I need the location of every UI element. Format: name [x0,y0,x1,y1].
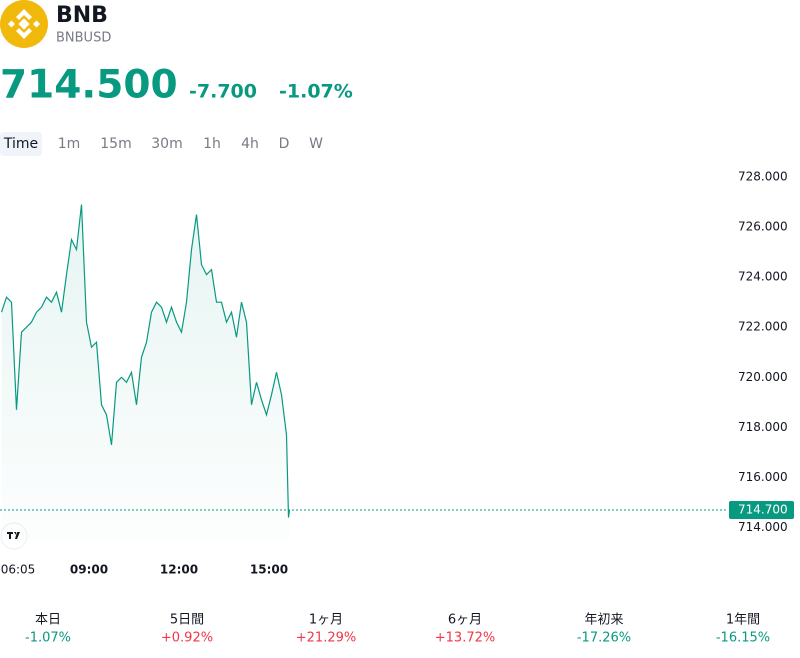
timeframe-button[interactable]: 4h [241,136,259,152]
ticker: BNBUSD [56,31,111,46]
period-name: 1ヶ月 [309,613,343,628]
change: -7.700 [189,81,257,103]
timeframe-button[interactable]: 15m [100,136,131,152]
y-tick-label: 714.000 [738,520,788,534]
symbol: BNB [56,3,108,28]
period-name: 5日間 [170,613,204,628]
x-tick-label: 15:00 [250,563,288,577]
x-tick-label: 09:00 [70,563,108,577]
period-name: 1年間 [726,613,760,628]
logo [0,0,48,48]
x-tick-label: 06:05 [1,563,36,577]
period-name: 本日 [35,613,61,628]
period-change: -1.07% [25,631,71,646]
timeframe-selected [0,132,42,156]
period-change: -16.15% [716,631,770,646]
timeframe-button[interactable]: 30m [151,136,182,152]
y-tick-label: 724.000 [738,270,788,284]
timeframe-button[interactable]: 1m [58,136,81,152]
y-tick-label: 728.000 [738,170,788,184]
area [1,204,290,540]
y-tick-label: 716.000 [738,470,788,484]
last-price-box [729,500,794,519]
period-change: +21.29% [296,631,356,646]
period-change: +13.72% [435,631,495,646]
price-line [0,204,291,518]
y-tick-label: 720.000 [738,370,788,384]
change-percent: -1.07% [279,81,353,103]
timeframe-button[interactable]: 1h [203,136,221,152]
period-name: 6ヶ月 [448,613,482,628]
y-tick-label: 718.000 [738,420,788,434]
timeframe-button[interactable]: W [309,136,323,152]
period-name: 年初来 [584,613,623,628]
last-price-label: 714.700 [738,502,788,516]
y-tick-label: 726.000 [738,220,788,234]
price: 714.500 [0,63,178,108]
x-tick-label: 12:00 [160,563,198,577]
timeframe-button[interactable]: Time [3,136,38,152]
timeframe-button[interactable]: D [279,136,290,152]
y-tick-label: 722.000 [738,320,788,334]
period-change: +0.92% [161,631,213,646]
period-change: -17.26% [577,631,631,646]
